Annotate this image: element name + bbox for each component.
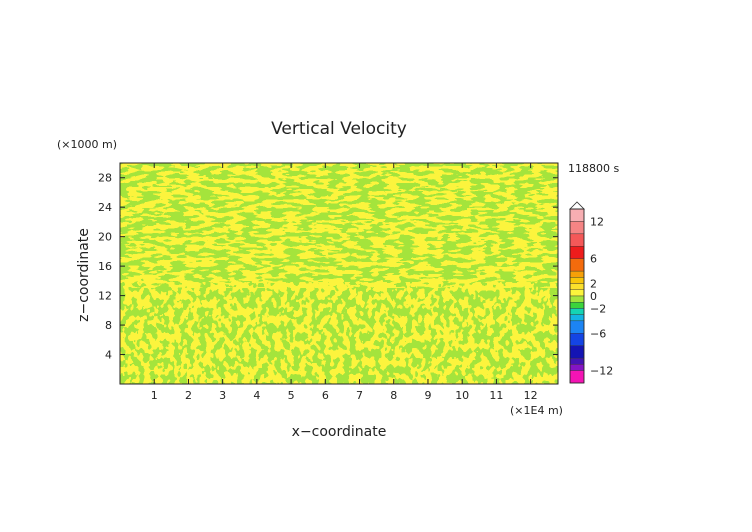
colorbar-frame xyxy=(569,208,585,384)
x-tick-label: 5 xyxy=(288,389,295,402)
chart-title: Vertical Velocity xyxy=(271,119,407,139)
time-label: 118800 s xyxy=(568,162,619,175)
field-positive-region-lower xyxy=(120,282,558,384)
colorbar-band xyxy=(569,357,585,365)
colorbar-band xyxy=(569,364,585,371)
x-tick-label: 4 xyxy=(253,389,260,402)
x-tick-label: 7 xyxy=(356,389,363,402)
y-axis-label: z−coordinate xyxy=(76,228,92,322)
y-tick-label: 24 xyxy=(98,201,112,214)
y-tick-label: 8 xyxy=(105,319,112,332)
x-axis-ticks: 1 2 3 4 5 6 7 8 9 10 11 12 xyxy=(151,163,538,402)
colorbar-band xyxy=(569,221,585,235)
y-axis-ticks: 4 8 12 16 20 24 28 xyxy=(98,172,558,362)
colorbar-tick-label: 0 xyxy=(590,290,597,303)
colorbar-tick-label: 6 xyxy=(590,253,597,266)
colorbar-band xyxy=(569,314,585,322)
x-tick-label: 12 xyxy=(524,389,538,402)
y-tick-label: 28 xyxy=(98,172,112,185)
colorbar-band xyxy=(569,246,585,259)
x-tick-label: 2 xyxy=(185,389,192,402)
y-unit-label: (×1000 m) xyxy=(57,138,117,151)
x-tick-label: 11 xyxy=(489,389,503,402)
plot-frame xyxy=(119,162,559,385)
field-positive-region-upper xyxy=(120,163,558,288)
colorbar-tick-label: 2 xyxy=(590,278,597,291)
x-tick-label: 1 xyxy=(151,389,158,402)
colorbar: 12 6 20−2 −6 −12 xyxy=(569,201,613,384)
colorbar-band xyxy=(569,370,585,384)
colorbar-band xyxy=(569,283,585,290)
colorbar-band xyxy=(569,295,585,303)
colorbar-overflow-triangle xyxy=(569,201,585,210)
y-tick-label: 20 xyxy=(98,231,112,244)
colorbar-band xyxy=(569,208,585,222)
x-tick-label: 10 xyxy=(455,389,469,402)
colorbar-tick-label: 12 xyxy=(590,215,604,228)
x-tick-label: 6 xyxy=(322,389,329,402)
colorbar-tick-label: −12 xyxy=(590,365,613,378)
colorbar-band xyxy=(569,320,585,334)
colorbar-band xyxy=(569,333,585,346)
colorbar-band xyxy=(569,277,585,284)
y-tick-label: 16 xyxy=(98,260,112,273)
colorbar-band xyxy=(569,308,585,315)
colorbar-tick-label: −2 xyxy=(590,302,606,315)
colorbar-band xyxy=(569,270,585,278)
x-axis-label: x−coordinate xyxy=(292,424,387,440)
colorbar-band xyxy=(569,302,585,309)
y-tick-label: 4 xyxy=(105,349,112,362)
x-tick-label: 3 xyxy=(219,389,226,402)
x-tick-label: 8 xyxy=(390,389,397,402)
colorbar-tick-label: −6 xyxy=(590,327,606,340)
colorbar-band xyxy=(569,289,585,297)
x-unit-label: (×1E4 m) xyxy=(510,404,563,417)
colorbar-band xyxy=(569,345,585,359)
x-tick-label: 9 xyxy=(424,389,431,402)
colorbar-band xyxy=(569,233,585,247)
y-tick-label: 12 xyxy=(98,290,112,303)
colorbar-band xyxy=(569,258,585,272)
